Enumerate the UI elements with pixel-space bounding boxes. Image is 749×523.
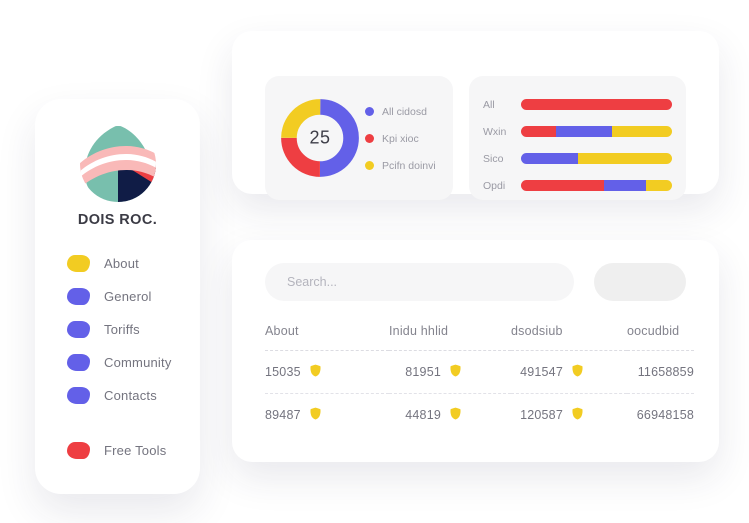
shield-icon — [572, 407, 583, 423]
table-cell: 491547 — [511, 351, 627, 394]
table-cell: 44819 — [389, 394, 511, 437]
legend-label: All cidosd — [382, 105, 427, 118]
table-cell: 120587 — [511, 394, 627, 437]
bar-segment — [521, 180, 605, 191]
table-cell: 81951 — [389, 351, 511, 394]
table-cell: 89487 — [265, 394, 389, 437]
legend-dot-icon — [365, 161, 374, 170]
bar-segment — [555, 126, 612, 137]
bar-track — [521, 126, 672, 137]
table-cell: 11658859 — [637, 365, 694, 379]
cell-value: 491547 — [520, 365, 563, 379]
donut-center-value: 25 — [309, 127, 331, 148]
shield-icon — [572, 364, 583, 380]
bar-segment — [521, 153, 579, 164]
table-row: 89487 44819 — [265, 394, 694, 437]
bar-category-label: All — [483, 98, 495, 111]
legend-item: Pcifn doinvi — [365, 152, 436, 179]
donut-chart: 25 — [279, 97, 361, 179]
sidebar-card: DOIS ROC. About Generol Toriffs Communit… — [35, 99, 200, 494]
legend-item: All cidosd — [365, 98, 436, 125]
column-header-oocudbid[interactable]: oocudbid — [627, 324, 680, 338]
sidebar-item-label: Toriffs — [104, 322, 140, 337]
sidebar-nav: About Generol Toriffs Community Contacts… — [35, 247, 200, 467]
bar-row: All — [483, 91, 672, 118]
sidebar-item-toriffs[interactable]: Toriffs — [35, 313, 200, 346]
bullet-dot-icon — [67, 354, 90, 371]
cell-value: 15035 — [265, 365, 301, 379]
bar-segment — [521, 99, 672, 110]
table-header: About Inidu hhlid dsodsiub oocudbid — [265, 324, 694, 351]
table-cell: 15035 — [265, 351, 389, 394]
search-input[interactable] — [265, 263, 574, 301]
logo — [35, 119, 200, 205]
column-header-inidu-hhlid[interactable]: Inidu hhlid — [389, 324, 449, 338]
donut-legend: All cidosd Kpi xioc Pcifn doinvi — [365, 98, 436, 179]
bar-category-label: Opdi — [483, 179, 506, 192]
bar-category-label: Wxin — [483, 125, 507, 138]
table-row: 15035 81951 — [265, 351, 694, 394]
sidebar-item-label: Community — [104, 355, 172, 370]
cell-value: 81951 — [405, 365, 441, 379]
cell-value: 89487 — [265, 408, 301, 422]
cell-value: 120587 — [520, 408, 563, 422]
bar-track — [521, 153, 672, 164]
column-header-about[interactable]: About — [265, 324, 299, 338]
donut-chart-svg — [281, 99, 359, 177]
bullet-dot-icon — [67, 387, 90, 404]
sidebar-item-about[interactable]: About — [35, 247, 200, 280]
search-button[interactable] — [594, 263, 686, 301]
bar-chart-panel: All Wxin Sico Opdi — [469, 76, 686, 200]
bar-row: Sico — [483, 145, 672, 172]
leaf-logo-icon — [79, 126, 156, 202]
background-block-top-left — [0, 0, 195, 55]
table-header-row: About Inidu hhlid dsodsiub oocudbid — [265, 324, 694, 351]
sidebar-item-community[interactable]: Community — [35, 346, 200, 379]
legend-label: Kpi xioc — [382, 132, 419, 145]
bullet-dot-icon — [67, 321, 90, 338]
sidebar-item-free-tools[interactable]: Free Tools — [35, 434, 200, 467]
donut-chart-panel: 25 All cidosd Kpi xioc Pcifn doinvi — [265, 76, 453, 200]
bar-segment — [646, 180, 672, 191]
bar-category-label: Sico — [483, 152, 504, 165]
legend-dot-icon — [365, 107, 374, 116]
legend-label: Pcifn doinvi — [382, 159, 436, 172]
bullet-dot-icon — [67, 288, 90, 305]
bar-chart-rows: All Wxin Sico Opdi — [483, 91, 672, 199]
bar-segment — [611, 126, 672, 137]
bar-segment — [521, 126, 556, 137]
cell-value: 44819 — [405, 408, 441, 422]
sidebar-item-label: About — [104, 256, 139, 271]
bullet-dot-icon — [67, 255, 90, 272]
background-block-bottom-right — [638, 484, 749, 523]
sidebar-item-label: Free Tools — [104, 443, 167, 458]
table-card: About Inidu hhlid dsodsiub oocudbid 1503… — [232, 240, 719, 462]
shield-icon — [450, 364, 461, 380]
bar-row: Opdi — [483, 172, 672, 199]
shield-icon — [310, 407, 321, 423]
legend-dot-icon — [365, 134, 374, 143]
shield-icon — [450, 407, 461, 423]
data-table: About Inidu hhlid dsodsiub oocudbid 1503… — [265, 324, 694, 436]
legend-item: Kpi xioc — [365, 125, 436, 152]
table-body: 15035 81951 — [265, 351, 694, 437]
sidebar-item-label: Contacts — [104, 388, 157, 403]
charts-card: 25 All cidosd Kpi xioc Pcifn doinvi — [232, 31, 719, 200]
bar-segment — [604, 180, 647, 191]
bar-track — [521, 180, 672, 191]
brand-name: DOIS ROC. — [77, 212, 158, 228]
bullet-dot-icon — [67, 442, 90, 459]
bar-segment — [578, 153, 672, 164]
shield-icon — [310, 364, 321, 380]
table-cell: 66948158 — [636, 408, 694, 422]
sidebar-item-generol[interactable]: Generol — [35, 280, 200, 313]
sidebar-item-contacts[interactable]: Contacts — [35, 379, 200, 412]
sidebar-item-label: Generol — [104, 289, 152, 304]
bar-row: Wxin — [483, 118, 672, 145]
bar-track — [521, 99, 672, 110]
column-header-dsodsiub[interactable]: dsodsiub — [511, 324, 563, 338]
